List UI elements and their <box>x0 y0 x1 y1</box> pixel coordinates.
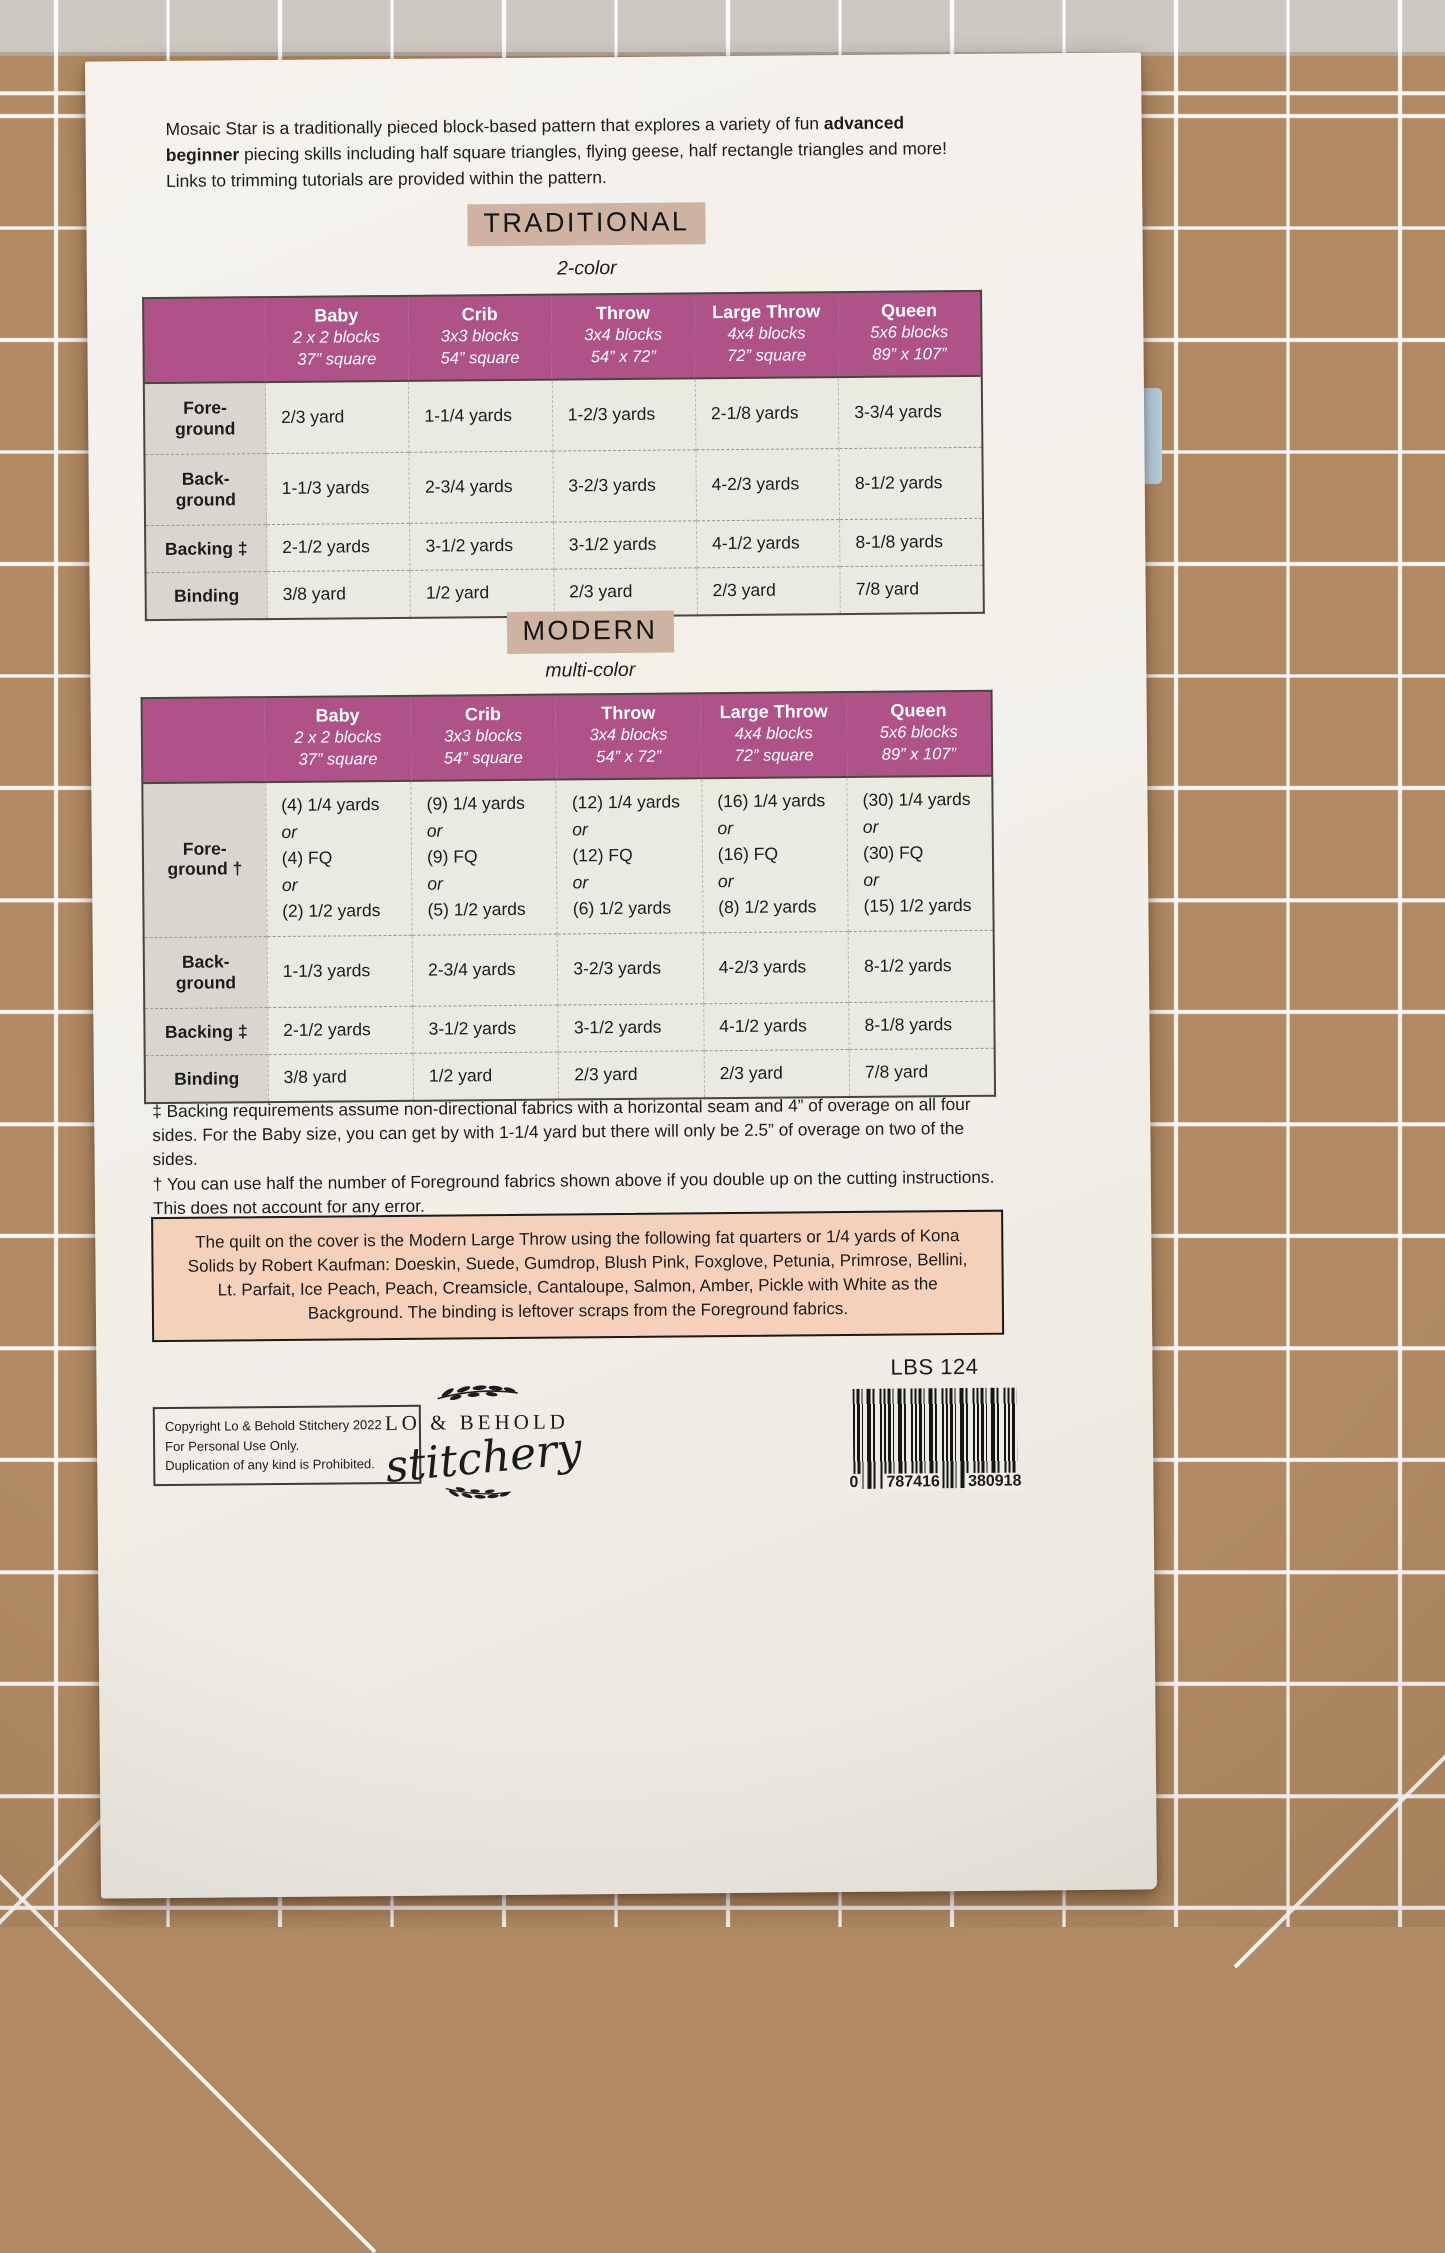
column-header-crib: Crib 3x3 blocks 54” square <box>407 294 552 381</box>
traditional-table-container: Baby 2 x 2 blocks 37” square Crib 3x3 blocks… <box>142 289 985 622</box>
laurel-branch-icon <box>445 1487 511 1499</box>
yardage-value: 2-1/2 yards <box>267 1006 414 1055</box>
yardage-table-traditional: Baby 2 x 2 blocks 37” square Crib 3x3 blocks… <box>142 289 985 622</box>
barcode-digit-group: 0 <box>847 1473 861 1493</box>
yardage-value: 2/3 yard <box>703 1049 850 1099</box>
column-header-throw: Throw 3x4 blocks 54” x 72” <box>555 693 702 780</box>
row-label: Backing ‡ <box>145 524 267 573</box>
column-header-baby: Baby 2 x 2 blocks 37” square <box>264 695 411 783</box>
barcode-digit-group: 380918 <box>965 1472 1024 1492</box>
laurel-branch-icon <box>437 1385 518 1400</box>
yardage-value: 3-1/2 yards <box>409 521 554 571</box>
table-row-backing: Backing ‡ 2-1/2 yards 3-1/2 yards 3-1/2 yar… <box>145 518 984 573</box>
table-corner-cell <box>143 297 266 384</box>
copyright-box: Copyright Lo & Behold Stitchery 2022 For… <box>152 1404 422 1486</box>
yardage-value: 3-1/2 yards <box>412 1004 559 1054</box>
yardage-value: (4) 1/4 yards or (4) FQ or (2) 1/2 yards <box>265 780 413 937</box>
yardage-value: 2-3/4 yards <box>412 933 559 1007</box>
yardage-value: 4-2/3 yards <box>702 931 849 1004</box>
row-label: Fore-ground <box>143 382 266 455</box>
subheading-multi-color: multi-color <box>545 658 636 682</box>
yardage-value: 8-1/2 yards <box>848 930 995 1003</box>
yardage-value: 2/3 yard <box>558 1050 705 1100</box>
yardage-value: (16) 1/4 yards or (16) FQ or (8) 1/2 yards <box>701 776 849 933</box>
modern-heading-row: MODERN <box>90 607 1090 658</box>
lo-and-behold-stitchery-logo: LO & BEHOLD stitchery <box>383 1379 584 1504</box>
table-row-background: Back-ground 1-1/3 yards 2-3/4 yards 3-2/3 y… <box>143 930 995 1009</box>
yardage-value: 3-3/4 yards <box>838 375 983 449</box>
row-label: Back-ground <box>143 936 268 1009</box>
table-row-foreground: Fore-ground 2/3 yard 1-1/4 yards 1-2/3 yard… <box>143 375 983 455</box>
copyright-line: Duplication of any kind is Prohibited. <box>165 1456 375 1473</box>
yardage-value: 3/8 yard <box>266 570 411 619</box>
yardage-value: 1-2/3 yards <box>551 378 696 451</box>
yardage-value: 4-1/2 yards <box>703 1002 850 1051</box>
copyright-line: For Personal Use Only. <box>165 1437 300 1454</box>
column-header-queen: Queen 5x6 blocks 89” x 107” <box>846 690 993 777</box>
column-header-baby: Baby 2 x 2 blocks 37” square <box>264 295 409 383</box>
yardage-value: 2-1/2 yards <box>266 523 411 572</box>
row-label: Back-ground <box>144 453 267 526</box>
modern-subheading-row: multi-color <box>90 655 1090 687</box>
table-corner-cell <box>141 697 266 784</box>
table-row-background: Back-ground 1-1/3 yards 2-3/4 yards 3-2/3 y… <box>144 447 984 526</box>
modern-table-container: Baby 2 x 2 blocks 37” square Crib 3x3 blocks… <box>140 689 997 1105</box>
column-header-queen: Queen 5x6 blocks 89” x 107” <box>837 290 982 378</box>
yardage-value: 3/8 yard <box>267 1053 414 1102</box>
yardage-value: 1-1/3 yards <box>265 452 410 525</box>
traditional-subheading-row: 2-color <box>87 253 1087 285</box>
yardage-value: 7/8 yard <box>849 1048 996 1097</box>
yardage-value: 2/3 yard <box>696 566 841 616</box>
yardage-value: 1/2 yard <box>410 568 554 618</box>
intro-paragraph: Mosaic Star is a traditionally pieced bl… <box>165 110 972 194</box>
row-label: Binding <box>144 1054 269 1104</box>
barcode: 0 787416 380918 <box>845 1387 1026 1493</box>
section-heading-modern: MODERN <box>506 610 674 654</box>
yardage-value: 3-2/3 yards <box>557 932 704 1005</box>
traditional-heading-row: TRADITIONAL <box>86 199 1086 250</box>
item-number: LBS 124 <box>890 1353 979 1380</box>
table-row-backing: Backing ‡ 2-1/2 yards 3-1/2 yards 3-1/2 yar… <box>144 1001 995 1056</box>
yardage-value: 4-1/2 yards <box>696 519 841 568</box>
intro-text: piecing skills including half square tri… <box>165 137 947 191</box>
yardage-value: 2/3 yard <box>265 380 410 454</box>
column-header-large-throw: Large Throw 4x4 blocks 72” square <box>700 692 847 779</box>
yardage-value: 8-1/2 yards <box>839 447 984 520</box>
intro-text: Mosaic Star is a traditionally pieced bl… <box>165 113 824 139</box>
column-header-crib: Crib 3x3 blocks 54” square <box>410 694 557 781</box>
footnotes: ‡ Backing requirements assume non-direct… <box>152 1092 1013 1221</box>
yardage-value: 2-3/4 yards <box>409 450 554 524</box>
cover-quilt-callout-box: The quilt on the cover is the Modern Lar… <box>151 1209 1005 1342</box>
section-heading-traditional: TRADITIONAL <box>467 202 706 247</box>
yardage-value: (30) 1/4 yards or (30) FQ or (15) 1/2 yards <box>846 775 994 932</box>
yardage-value: 1-1/3 yards <box>266 935 413 1008</box>
yardage-value: 3-2/3 yards <box>552 449 697 522</box>
subheading-2-color: 2-color <box>556 257 617 280</box>
yardage-value: (9) 1/4 yards or (9) FQ or (5) 1/2 yards <box>410 779 558 936</box>
yardage-value: 8-1/8 yards <box>839 518 984 567</box>
pattern-back-cover: Mosaic Star is a traditionally pieced bl… <box>85 52 1157 1899</box>
table-row-foreground: Fore-ground † (4) 1/4 yards or (4) FQ or (2) … <box>142 775 994 938</box>
backing-footnote: ‡ Backing requirements assume non-direct… <box>152 1093 971 1170</box>
column-header-throw: Throw 3x4 blocks 54” x 72” <box>551 293 696 380</box>
yardage-table-modern: Baby 2 x 2 blocks 37” square Crib 3x3 blocks… <box>140 689 997 1105</box>
yardage-value: 2-1/8 yards <box>695 377 840 450</box>
row-label: Binding <box>145 571 268 621</box>
row-label: Backing ‡ <box>144 1007 268 1056</box>
yardage-value: 2/3 yard <box>553 567 698 617</box>
yardage-value: 3-1/2 yards <box>558 1003 704 1052</box>
yardage-value: 1-1/4 yards <box>408 379 553 453</box>
column-header-large-throw: Large Throw 4x4 blocks 72” square <box>694 292 839 379</box>
barcode-digit-group: 787416 <box>884 1473 942 1492</box>
row-label: Fore-ground † <box>142 782 267 938</box>
yardage-value: 3-1/2 yards <box>553 520 697 569</box>
yardage-value: (12) 1/4 yards or (12) FQ or (6) 1/2 yards <box>556 778 703 934</box>
copyright-line: Copyright Lo & Behold Stitchery 2022 <box>164 1417 382 1434</box>
yardage-value: 7/8 yard <box>840 565 984 614</box>
yardage-value: 1/2 yard <box>413 1051 560 1101</box>
barcode-digits: 0 787416 380918 <box>847 1472 1024 1493</box>
yardage-value: 4-2/3 yards <box>695 448 840 521</box>
yardage-value: 8-1/8 yards <box>848 1001 995 1050</box>
